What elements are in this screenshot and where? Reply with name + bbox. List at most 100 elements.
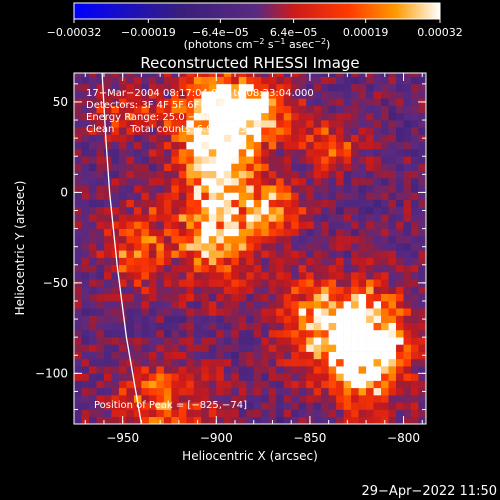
- heatmap-cell: [246, 264, 255, 273]
- heatmap-cell: [276, 98, 284, 106]
- heatmap-cell: [111, 177, 120, 186]
- heatmap-cell: [268, 91, 277, 99]
- heatmap-cell: [81, 83, 90, 92]
- heatmap-cell: [276, 308, 284, 316]
- heatmap-cell: [388, 199, 397, 208]
- heatmap-cell: [103, 148, 112, 157]
- heatmap-cell: [96, 409, 105, 418]
- heatmap-cell: [366, 409, 374, 418]
- heatmap-cell: [81, 315, 90, 323]
- heatmap-cell: [216, 416, 225, 424]
- heatmap-cell: [381, 243, 389, 251]
- heatmap-cell: [163, 250, 172, 258]
- heatmap-cell: [328, 308, 337, 316]
- heatmap-cell: [276, 250, 284, 258]
- colorbar-tick-label: 0.00032: [417, 26, 463, 39]
- heatmap-cell: [141, 380, 150, 389]
- heatmap-cell: [306, 214, 314, 222]
- heatmap-cell: [81, 228, 90, 237]
- heatmap-cell: [321, 141, 329, 150]
- heatmap-cell: [261, 351, 270, 360]
- heatmap-cell: [133, 387, 142, 396]
- heatmap-cell: [141, 148, 150, 157]
- heatmap-cell: [403, 409, 412, 418]
- heatmap-cell: [336, 402, 344, 410]
- heatmap-cell: [351, 214, 359, 222]
- heatmap-cell: [74, 409, 82, 418]
- heatmap-cell: [178, 286, 187, 295]
- heatmap-cell: [283, 272, 292, 280]
- heatmap-cell: [171, 286, 180, 295]
- heatmap-cell: [261, 387, 270, 396]
- heatmap-cell: [298, 156, 307, 164]
- heatmap-cell: [246, 366, 255, 374]
- heatmap-cell: [111, 127, 120, 135]
- heatmap-cell: [88, 402, 97, 410]
- heatmap-cell: [396, 163, 404, 171]
- heatmap-cell: [336, 91, 344, 99]
- heatmap-cell: [306, 134, 314, 143]
- heatmap-cell: [193, 228, 202, 237]
- heatmap-cell: [156, 199, 165, 208]
- heatmap-cell: [88, 387, 97, 396]
- heatmap-cell: [396, 192, 404, 200]
- heatmap-cell: [253, 286, 262, 295]
- heatmap-cell: [291, 250, 299, 258]
- heatmap-cell: [246, 83, 255, 92]
- heatmap-cell: [163, 344, 172, 352]
- heatmap-cell: [298, 120, 307, 128]
- heatmap-cell: [313, 250, 322, 258]
- heatmap-cell: [141, 315, 150, 323]
- heatmap-cell: [268, 156, 277, 164]
- heatmap-cell: [111, 272, 120, 280]
- heatmap-cell: [223, 163, 232, 171]
- heatmap-cell: [328, 141, 337, 150]
- heatmap-cell: [261, 366, 270, 374]
- heatmap-cell: [291, 98, 299, 106]
- heatmap-cell: [268, 83, 277, 92]
- heatmap-cell: [186, 308, 195, 316]
- heatmap-cell: [81, 395, 90, 403]
- heatmap-cell: [328, 127, 337, 135]
- heatmap-cell: [418, 105, 426, 114]
- heatmap-cell: [96, 395, 105, 403]
- heatmap-cell: [268, 148, 277, 157]
- heatmap-cell: [148, 322, 157, 331]
- heatmap-cell: [133, 134, 142, 143]
- heatmap-cell: [351, 192, 359, 200]
- heatmap-cell: [411, 91, 419, 99]
- heatmap-cell: [276, 387, 284, 396]
- heatmap-cell: [246, 387, 255, 396]
- heatmap-cell: [126, 185, 135, 193]
- heatmap-cell: [291, 192, 299, 200]
- heatmap-cell: [306, 250, 314, 258]
- heatmap-cell: [186, 235, 195, 244]
- heatmap-cell: [193, 395, 202, 403]
- heatmap-cell: [253, 380, 262, 389]
- heatmap-cell: [126, 214, 135, 222]
- heatmap-cell: [343, 127, 352, 135]
- heatmap-cell: [126, 402, 135, 410]
- heatmap-cell: [163, 286, 172, 295]
- heatmap-cell: [343, 351, 352, 360]
- heatmap-cell: [96, 286, 105, 295]
- solar-limb-curve: [101, 73, 143, 424]
- heatmap-cell: [336, 337, 344, 345]
- heatmap-cell: [313, 264, 322, 273]
- heatmap-cell: [103, 272, 112, 280]
- heatmap-cell: [291, 235, 299, 244]
- heatmap-cell: [238, 243, 247, 251]
- heatmap-cell: [321, 250, 329, 258]
- heatmap-cell: [313, 148, 322, 157]
- heatmap-cell: [358, 134, 367, 143]
- heatmap-cell: [148, 141, 157, 150]
- heatmap-cell: [276, 134, 284, 143]
- heatmap-cell: [283, 120, 292, 128]
- heatmap-cell: [208, 279, 217, 287]
- heatmap-cell: [253, 257, 262, 266]
- heatmap-cell: [178, 344, 187, 352]
- heatmap-cell: [103, 416, 112, 424]
- heatmap-cell: [141, 395, 150, 403]
- heatmap-cell: [411, 373, 419, 381]
- heatmap-cell: [276, 358, 284, 367]
